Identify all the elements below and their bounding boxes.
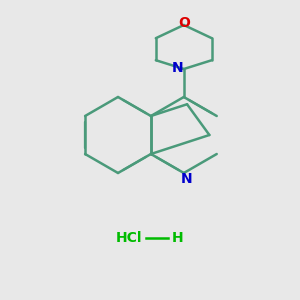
Text: N: N <box>172 61 184 75</box>
Text: HCl: HCl <box>116 231 142 245</box>
Text: N: N <box>181 172 193 186</box>
Text: H: H <box>172 231 184 245</box>
Text: O: O <box>178 16 190 30</box>
